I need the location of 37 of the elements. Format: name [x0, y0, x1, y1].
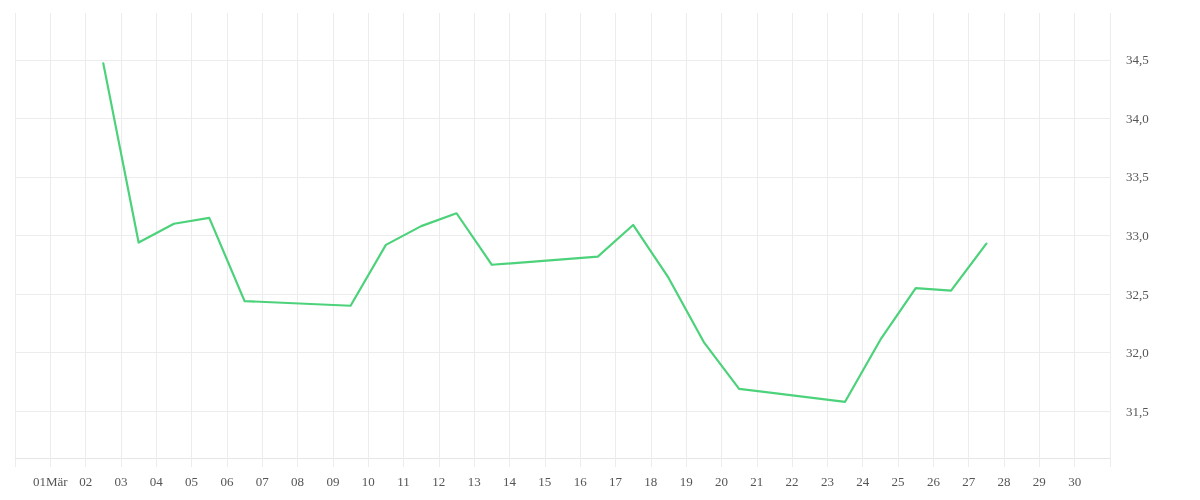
- x-tick-label: 11: [397, 474, 410, 489]
- x-tick-label: 04: [149, 474, 164, 489]
- x-tick-label: 20: [714, 474, 728, 489]
- x-tick-label: 13: [467, 474, 481, 489]
- x-tick-label: 15: [538, 474, 552, 489]
- x-tick-label: 22: [785, 474, 799, 489]
- x-tick-label: 08: [291, 474, 305, 489]
- x-tick-label: 12: [432, 474, 446, 489]
- x-tick-label: 16: [573, 474, 588, 489]
- x-tick-label: 17: [608, 474, 623, 489]
- y-tick-label: 32,0: [1126, 345, 1149, 361]
- x-tick-label: 06: [220, 474, 234, 489]
- x-tick-label: 01Mär: [32, 474, 69, 489]
- x-tick-label: 05: [185, 474, 199, 489]
- x-tick-label: 23: [820, 474, 834, 489]
- x-tick-label: 26: [926, 474, 941, 489]
- y-tick-label: 31,5: [1126, 403, 1149, 419]
- x-tick-label: 07: [255, 474, 270, 489]
- x-tick-label: 25: [891, 474, 905, 489]
- y-tick-label: 34,0: [1126, 110, 1149, 126]
- y-tick-label: 33,0: [1126, 228, 1149, 243]
- x-tick-label: 10: [361, 474, 375, 489]
- x-tick-label: 09: [326, 474, 340, 489]
- y-tick-label: 33,5: [1126, 169, 1149, 185]
- x-tick-label: 24: [856, 474, 870, 489]
- x-tick-label: 18: [644, 474, 658, 489]
- y-tick-label: 34,5: [1126, 52, 1149, 68]
- x-tick-label: 03: [114, 474, 128, 489]
- x-tick-label: 29: [1032, 474, 1046, 489]
- x-tick-label: 27: [962, 474, 976, 489]
- x-tick-label: 19: [679, 474, 693, 489]
- x-tick-label: 02: [79, 474, 93, 489]
- x-tick-label: 21: [750, 474, 764, 489]
- x-tick-label: 30: [1068, 474, 1082, 489]
- y-tick-label: 32,5: [1126, 286, 1149, 302]
- x-tick-label: 14: [503, 474, 517, 489]
- x-tick-label: 28: [997, 474, 1011, 489]
